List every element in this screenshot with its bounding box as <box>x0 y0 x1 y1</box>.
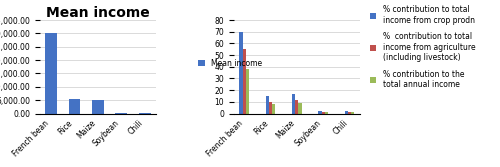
Bar <box>322 112 325 114</box>
Bar <box>139 113 150 114</box>
Bar <box>325 112 328 114</box>
Bar <box>266 96 269 114</box>
Bar <box>292 94 296 114</box>
Legend: % contribution to total
income from crop prodn, %  contribution to total
income : % contribution to total income from crop… <box>369 4 476 91</box>
Bar <box>298 103 302 114</box>
Bar <box>242 49 246 114</box>
Title: Mean income: Mean income <box>46 6 150 20</box>
Bar <box>296 100 298 114</box>
Bar <box>351 112 354 114</box>
Bar <box>246 69 249 114</box>
Bar <box>348 112 351 114</box>
Bar <box>92 100 104 114</box>
Bar <box>240 32 242 114</box>
Legend: Mean income: Mean income <box>194 56 266 71</box>
Bar <box>46 33 57 114</box>
Bar <box>116 113 127 114</box>
Bar <box>68 99 80 114</box>
Bar <box>269 102 272 114</box>
Bar <box>272 104 275 114</box>
Bar <box>345 111 348 114</box>
Bar <box>318 111 322 114</box>
